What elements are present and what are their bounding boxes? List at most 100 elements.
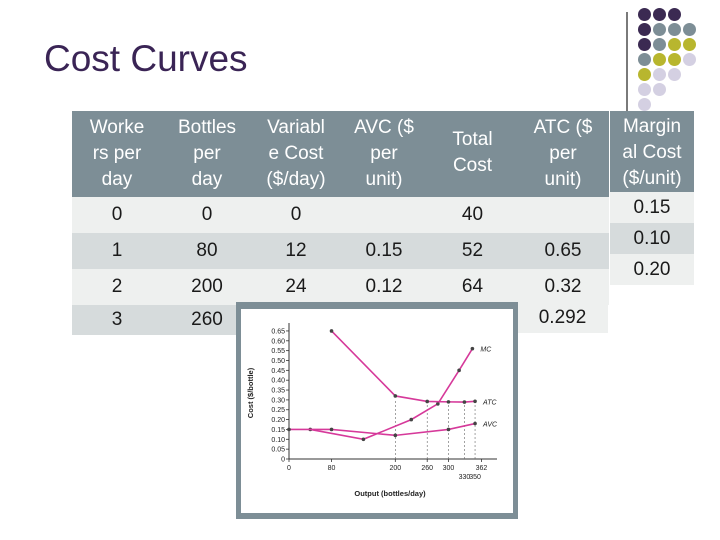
data-point	[329, 329, 334, 333]
y-tick-label: 0.25	[271, 407, 285, 414]
table-cell	[340, 197, 428, 233]
y-tick-label: 0.20	[271, 417, 285, 424]
header-line: unit)	[544, 169, 582, 190]
column-header: ATC ($ per unit)	[517, 115, 609, 193]
column-header: Variabl e Cost ($/day)	[252, 115, 340, 193]
decor-dot	[668, 53, 681, 66]
data-point	[446, 400, 451, 404]
marginal-cost-value: 0.20	[610, 254, 694, 285]
header-line: e Cost	[268, 143, 324, 164]
divider-line	[626, 12, 628, 140]
x-axis-label: Output (bottles/day)	[354, 489, 426, 498]
table-cell: 12	[285, 240, 307, 261]
x-tick-label: 350	[469, 474, 481, 481]
table-row: 3 260	[72, 305, 237, 335]
x-tick-label: 260	[421, 465, 433, 472]
header-line: per	[370, 143, 398, 164]
header-line: Variabl	[267, 117, 325, 138]
x-tick-label: 300	[443, 465, 455, 472]
data-point	[462, 400, 467, 404]
y-tick-label: 0.15	[271, 427, 285, 434]
header-line: unit)	[365, 169, 403, 190]
header-line: Bottles	[177, 117, 237, 138]
chart-panel: 0.65 0.60 0.55 0.50 0.45 0.40 0.35 0.30 0.25 0.20…	[241, 309, 513, 513]
data-point	[457, 368, 461, 373]
decor-dot	[668, 68, 681, 81]
header-line: ATC ($	[533, 117, 593, 138]
x-tick-label: 0	[287, 465, 291, 472]
table-row: 1 80 12 0.15 52 0.65	[72, 233, 609, 269]
y-axis-label: Cost ($/bottle)	[246, 367, 255, 418]
x-tick-label: 330	[459, 474, 471, 481]
data-point	[473, 399, 477, 404]
y-tick-label: 0.50	[271, 358, 285, 365]
y-tick-label: 0.60	[271, 338, 285, 345]
y-tick-label: 0.05	[271, 447, 285, 454]
decor-dot	[668, 23, 681, 36]
decor-dot	[653, 53, 666, 66]
y-tick-label: 0.55	[271, 348, 285, 355]
decor-dot	[638, 38, 651, 51]
column-header: Total Cost	[428, 127, 517, 179]
y-tick-label: 0.30	[271, 397, 285, 404]
table-cell: 2	[111, 276, 123, 297]
table-cell: 0.65	[544, 240, 582, 261]
table-cell: 200	[191, 276, 223, 297]
table-cell: 0.12	[365, 276, 403, 297]
cost-curve-chart: 0.65 0.60 0.55 0.50 0.45 0.40 0.35 0.30 0.25 0.20…	[246, 323, 498, 498]
header-line: al Cost	[622, 142, 682, 163]
decor-dot	[653, 8, 666, 21]
table-cell: 3	[111, 309, 123, 330]
table-cell: 0	[111, 204, 123, 225]
data-point	[436, 402, 440, 406]
decor-dot	[638, 23, 651, 36]
decor-dot	[683, 23, 696, 36]
header-line: Cost	[452, 155, 493, 176]
decor-dot	[653, 23, 666, 36]
data-point	[409, 417, 414, 422]
table-cell: 260	[191, 309, 223, 330]
series-line-mc	[310, 348, 474, 441]
table-cell: 64	[461, 276, 484, 297]
table-cell: 0.32	[544, 276, 582, 297]
column-header: Bottles per day	[162, 115, 252, 193]
data-point	[287, 427, 291, 432]
data-point	[470, 346, 475, 351]
header-line: per	[549, 143, 577, 164]
table-cell: 0	[201, 204, 213, 225]
marginal-cost-value: 0.10	[610, 223, 694, 254]
x-tick-label: 362	[476, 465, 488, 472]
decor-dot	[683, 38, 696, 51]
series-label: ATC	[482, 399, 497, 406]
series-label: MC	[480, 347, 492, 354]
header-line: per	[193, 143, 221, 164]
atc-extra-cell: 0.292	[517, 303, 608, 333]
y-tick-label: 0.35	[271, 388, 285, 395]
table-cell	[517, 197, 609, 233]
header-line: rs per	[92, 143, 142, 164]
y-tick-label: 0.45	[271, 368, 285, 375]
data-point	[393, 394, 398, 398]
header-line: Margin	[622, 116, 682, 137]
data-point	[473, 421, 477, 426]
decor-dot	[683, 53, 696, 66]
y-tick-label: 0.65	[271, 328, 285, 335]
y-tick-label: 0.10	[271, 437, 285, 444]
marginal-cost-value: 0.15	[610, 192, 694, 223]
table-cell: 24	[285, 276, 307, 297]
header-line: day	[191, 169, 223, 190]
data-point	[329, 427, 334, 432]
header-line: day	[101, 169, 133, 190]
y-tick-label: 0	[281, 457, 285, 464]
decor-dot	[668, 8, 681, 21]
header-line: Total	[452, 129, 493, 150]
table-cell: 80	[196, 240, 218, 261]
x-tick-label: 200	[389, 465, 401, 472]
page-title: Cost Curves	[44, 38, 248, 79]
table-row: 2 200 24 0.12 64 0.32	[72, 269, 609, 305]
marginal-cost-column: Margin al Cost ($/unit) 0.15 0.10 0.20	[610, 111, 694, 285]
data-point	[361, 437, 366, 442]
x-tick-label: 80	[328, 465, 336, 472]
marginal-cost-header: Margin al Cost ($/unit)	[610, 111, 694, 192]
table-cell: 1	[111, 240, 123, 261]
